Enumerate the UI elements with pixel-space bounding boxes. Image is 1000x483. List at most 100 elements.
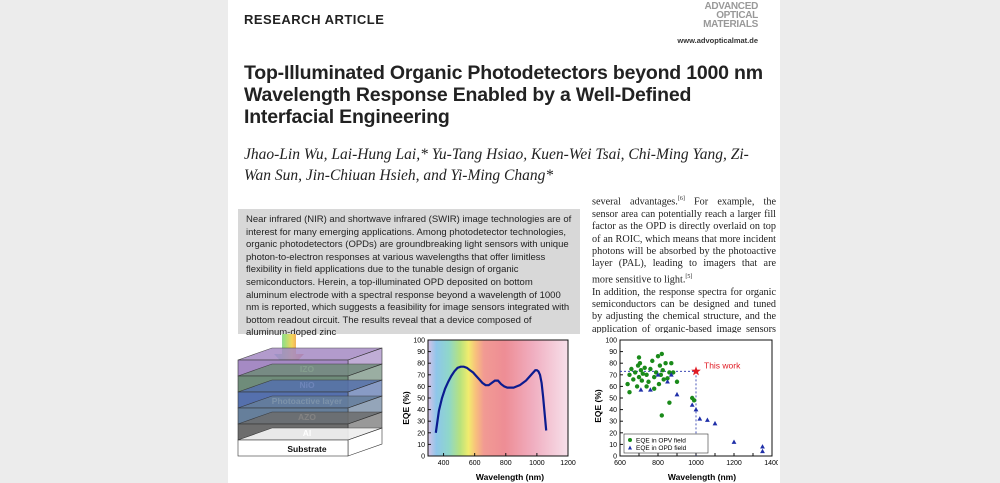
legend-opd-label: EQE in OPD field <box>636 445 687 452</box>
opv-data-point <box>665 376 670 381</box>
left-margin <box>0 0 228 483</box>
body-sentence: For example, the sensor area can potenti… <box>592 196 776 286</box>
logo-line: MATERIALS <box>703 19 758 30</box>
opv-data-point <box>633 370 638 375</box>
opd-data-point <box>674 391 680 397</box>
legend-opd-marker <box>628 445 632 450</box>
article-page: RESEARCH ARTICLE ADVANCED OPTICAL MATERI… <box>228 0 780 483</box>
legend-box <box>623 433 709 454</box>
opd-data-point <box>648 387 653 392</box>
body-text: several advantages.[6] For example, the … <box>592 193 776 333</box>
opv-data-point <box>660 367 665 373</box>
opv-data-point <box>669 361 674 366</box>
opv-data-point <box>627 390 632 395</box>
opv-data-point <box>646 379 651 384</box>
device-stack-figure: IZONiOPhotoactive layerAZOAlSubstrate <box>237 334 383 457</box>
journal-url[interactable]: www.advopticalmat.de <box>677 36 758 45</box>
y-tick-label: 50 <box>417 396 425 403</box>
x-axis-label: Wavelength (nm) <box>476 472 544 482</box>
opv-data-point <box>655 354 661 359</box>
opv-data-point <box>674 379 680 384</box>
y-tick-label: 100 <box>413 338 425 345</box>
logo-line: OPTICAL <box>716 10 758 21</box>
abstract-box: Near infrared (NIR) and shortwave infrar… <box>238 209 580 338</box>
y-tick-label: 50 <box>609 396 617 403</box>
opv-data-point <box>637 361 643 366</box>
this-work-star-icon <box>691 366 701 376</box>
opv-data-point <box>639 378 645 383</box>
opv-data-point <box>652 374 657 380</box>
journal-logo: ADVANCED OPTICAL MATERIALS <box>703 1 758 30</box>
eqe-series-line <box>434 365 548 433</box>
opv-data-point <box>663 361 668 366</box>
y-tick-label: 80 <box>609 361 617 368</box>
y-tick-label: 10 <box>417 442 425 449</box>
opv-data-point <box>642 365 647 371</box>
opd-data-point <box>731 439 737 444</box>
opv-data-point <box>640 371 645 376</box>
opv-data-point <box>659 351 664 357</box>
opd-data-point <box>760 448 765 454</box>
opv-data-point <box>653 370 659 375</box>
y-tick-label: 10 <box>609 442 617 449</box>
x-tick-label: 400 <box>438 460 450 467</box>
opd-data-point <box>668 372 674 377</box>
x-tick-label: 1200 <box>560 460 576 467</box>
y-tick-label: 0 <box>421 454 425 461</box>
opv-data-point <box>661 377 666 382</box>
article-title: Top-Illuminated Organic Photodetectors b… <box>244 62 763 128</box>
stack-layer: Substrate <box>237 427 383 457</box>
y-tick-label: 40 <box>609 407 617 414</box>
opv-data-point <box>629 366 634 372</box>
y-tick-label: 80 <box>417 361 425 368</box>
x-tick-label: 1400 <box>764 460 778 467</box>
x-tick-label: 600 <box>469 460 481 467</box>
opd-data-point <box>697 416 703 421</box>
opd-data-point <box>705 417 710 422</box>
x-tick-label: 600 <box>614 460 626 467</box>
opv-data-point <box>627 372 632 377</box>
opv-data-point <box>638 367 644 373</box>
opv-data-point <box>625 381 630 387</box>
y-tick-label: 0 <box>613 454 617 461</box>
stack-layer-label: Substrate <box>287 444 326 454</box>
y-tick-label: 60 <box>417 384 425 391</box>
opv-data-point <box>631 377 636 382</box>
y-tick-label: 70 <box>417 372 425 379</box>
y-axis-label: EQE (%) <box>593 389 603 423</box>
logo-line: ADVANCED <box>704 1 758 12</box>
x-tick-label: 800 <box>500 460 512 467</box>
opv-data-point <box>657 363 663 368</box>
y-tick-label: 40 <box>417 407 425 414</box>
this-work-label: This work <box>704 360 741 370</box>
opv-data-point <box>652 386 657 391</box>
opv-data-point <box>636 374 642 380</box>
x-tick-label: 1000 <box>529 460 545 467</box>
opv-data-point <box>656 381 662 387</box>
opv-data-point <box>644 384 649 389</box>
opd-data-point <box>665 379 670 384</box>
x-tick-label: 1000 <box>688 460 704 467</box>
opv-data-point <box>667 400 672 405</box>
citation-ref[interactable]: [5] <box>685 273 693 280</box>
opv-data-point <box>636 355 642 360</box>
opv-data-point <box>634 384 640 389</box>
opv-data-point <box>691 398 697 403</box>
opv-data-point <box>671 370 676 375</box>
y-tick-label: 20 <box>609 430 617 437</box>
opv-data-point <box>650 358 655 364</box>
stack-layer-front <box>237 439 349 457</box>
y-tick-label: 30 <box>609 419 617 426</box>
section-label: RESEARCH ARTICLE <box>244 12 385 27</box>
legend-opv-marker <box>628 438 632 442</box>
y-tick-label: 90 <box>609 349 617 356</box>
opd-data-point <box>760 444 765 449</box>
author-list: Jhao-Lin Wu, Lai-Hung Lai,* Yu-Tang Hsia… <box>244 146 749 184</box>
y-tick-label: 100 <box>605 338 617 345</box>
x-tick-label: 800 <box>652 460 664 467</box>
y-tick-label: 90 <box>417 349 425 356</box>
citation-ref[interactable]: [6] <box>677 196 685 202</box>
legend-opv-label: EQE in OPV field <box>636 438 686 445</box>
y-tick-label: 30 <box>417 419 425 426</box>
